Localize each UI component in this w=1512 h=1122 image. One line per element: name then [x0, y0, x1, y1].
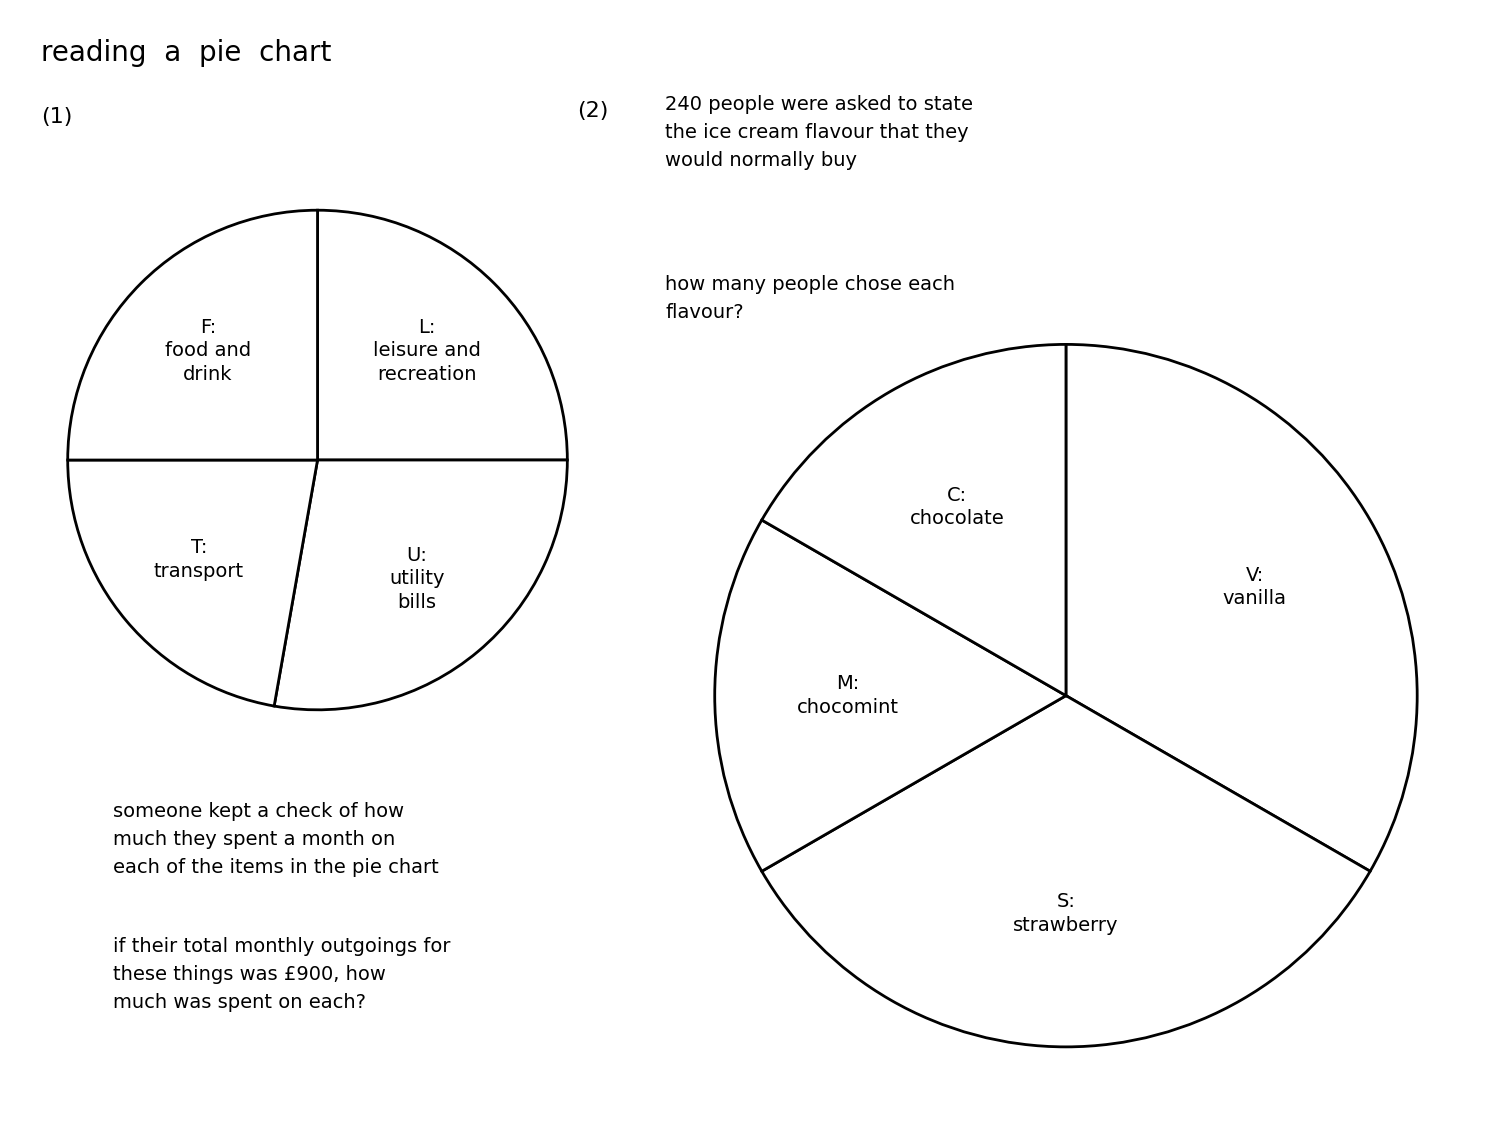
Wedge shape: [1066, 344, 1417, 872]
Wedge shape: [68, 210, 318, 460]
Wedge shape: [318, 210, 567, 460]
Wedge shape: [762, 344, 1066, 696]
Text: (1): (1): [41, 107, 73, 127]
Wedge shape: [715, 519, 1066, 872]
Wedge shape: [274, 460, 567, 710]
Text: M:
chocomint: M: chocomint: [797, 674, 900, 717]
Text: U:
utility
bills: U: utility bills: [389, 545, 445, 611]
Text: how many people chose each
flavour?: how many people chose each flavour?: [665, 275, 956, 322]
Text: 240 people were asked to state
the ice cream flavour that they
would normally bu: 240 people were asked to state the ice c…: [665, 95, 974, 171]
Text: C:
chocolate: C: chocolate: [910, 486, 1004, 528]
Text: V:
vanilla: V: vanilla: [1223, 565, 1287, 608]
Text: F:
food and
drink: F: food and drink: [165, 318, 251, 384]
Text: T:
transport: T: transport: [154, 539, 243, 581]
Text: someone kept a check of how
much they spent a month on
each of the items in the : someone kept a check of how much they sp…: [113, 802, 438, 877]
Text: reading  a  pie  chart: reading a pie chart: [41, 39, 331, 67]
Wedge shape: [68, 460, 318, 706]
Text: L:
leisure and
recreation: L: leisure and recreation: [373, 318, 481, 384]
Text: S:
strawberry: S: strawberry: [1013, 892, 1119, 935]
Text: (2): (2): [578, 101, 609, 121]
Wedge shape: [762, 696, 1370, 1047]
Text: if their total monthly outgoings for
these things was £900, how
much was spent o: if their total monthly outgoings for the…: [113, 937, 451, 1012]
